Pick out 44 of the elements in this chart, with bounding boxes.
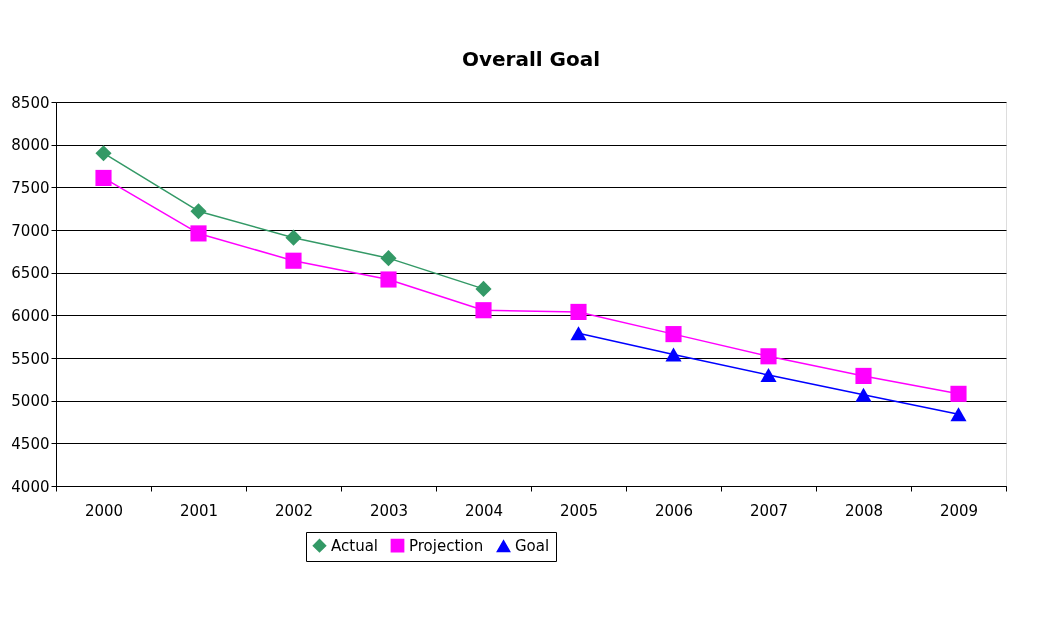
point (665, 347, 682, 362)
point (95, 169, 112, 187)
point (855, 367, 872, 384)
x-tick-label: 2000 (84, 501, 124, 520)
x-tick-label: 2002 (274, 501, 314, 520)
point (760, 348, 777, 365)
point (285, 252, 302, 269)
y-tick-label: 5500 (11, 349, 50, 368)
point (950, 407, 967, 422)
x-tick-label: 2005 (559, 501, 599, 520)
point (380, 271, 397, 288)
point (380, 250, 397, 267)
chart-title: Overall Goal (461, 47, 601, 71)
y-tick-label: 8500 (11, 93, 50, 112)
legend-label: Projection (409, 536, 484, 555)
y-tick-label: 7500 (11, 178, 50, 197)
y-tick-label: 6000 (11, 306, 50, 325)
point (190, 225, 207, 242)
point (855, 387, 872, 402)
y-tick-label: 4500 (11, 434, 50, 453)
point (285, 229, 302, 246)
x-tick-label: 2009 (939, 501, 979, 520)
point (475, 302, 492, 319)
y-tick-label: 5000 (11, 392, 50, 411)
y-tick-label: 8000 (11, 136, 50, 155)
x-tick-label: 2008 (844, 501, 884, 520)
point (950, 385, 967, 402)
point (190, 203, 207, 220)
y-tick-label: 4000 (11, 477, 50, 496)
y-tick-label: 6500 (11, 264, 50, 283)
point (475, 280, 492, 297)
x-tick-label: 2001 (179, 501, 219, 520)
x-tick-label: 2007 (749, 501, 789, 520)
y-tick-label: 7000 (11, 221, 50, 240)
point (570, 326, 587, 341)
point (570, 303, 587, 320)
x-tick-label: 2003 (369, 501, 409, 520)
legend-label: Actual (331, 536, 378, 555)
legend-label: Goal (515, 537, 550, 556)
x-tick-label: 2006 (654, 501, 694, 520)
point (760, 368, 777, 383)
point (665, 326, 682, 343)
point (95, 145, 112, 162)
x-tick-label: 2004 (464, 501, 504, 520)
